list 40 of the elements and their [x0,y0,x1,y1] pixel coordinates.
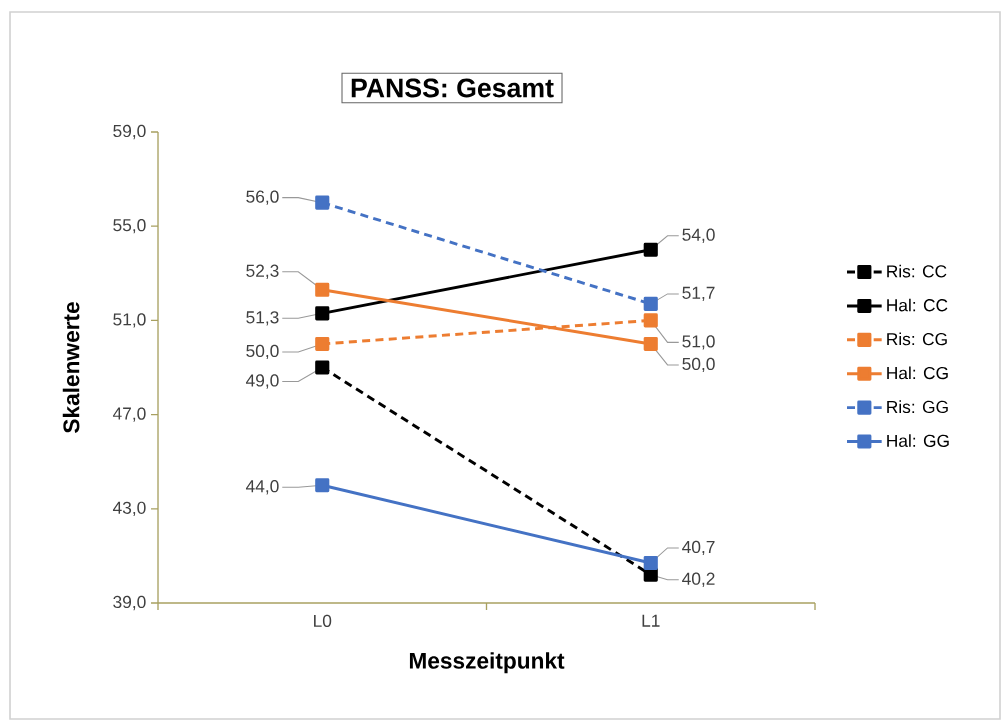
point [315,306,330,321]
y-tick-label: 39,0 [113,595,146,611]
data-label: 50,0 [246,344,279,360]
y-tick-label: 59,0 [113,124,146,140]
data-label: 49,0 [245,374,279,389]
point [315,360,330,375]
legend-label: Hal: GG [887,434,949,447]
x-tick-label: L0 [314,614,332,627]
data-label: 56,0 [246,190,279,205]
chart-title: PANSS: Gesamt [351,78,554,98]
legend-label: Hal: CC [887,298,948,312]
data-label: 51,3 [246,311,279,326]
point [643,555,658,571]
y-tick-label: 55,0 [113,219,146,234]
data-label: 40,7 [682,540,715,556]
y-tick-label: 43,0 [112,501,146,516]
point [643,296,658,311]
data-label: 44,0 [245,480,279,495]
y-tick-label: 51,0 [113,313,146,328]
point [315,195,330,210]
x-tick-label: L1 [642,614,660,627]
legend-label: Ris: CC [887,264,947,278]
data-label: 50,0 [682,357,715,373]
legend-label: Hal: CG [887,366,948,380]
point [643,313,658,328]
point [643,242,658,257]
data-label: 51,7 [682,286,715,301]
y-axis-title: Skalenwerte [62,302,80,433]
x-axis-title: Messzeitpunkt [409,652,565,674]
data-label: 40,2 [682,572,715,587]
data-label: 51,0 [682,335,715,350]
point [315,336,330,352]
legend-label: Ris: GG [887,400,948,414]
y-tick-label: 47,0 [112,407,146,422]
data-label: 54,0 [682,228,715,243]
point [315,282,330,297]
data-label: 52,3 [246,264,279,279]
legend-label: Ris: CG [887,332,947,346]
point [643,336,658,352]
point [315,478,330,493]
